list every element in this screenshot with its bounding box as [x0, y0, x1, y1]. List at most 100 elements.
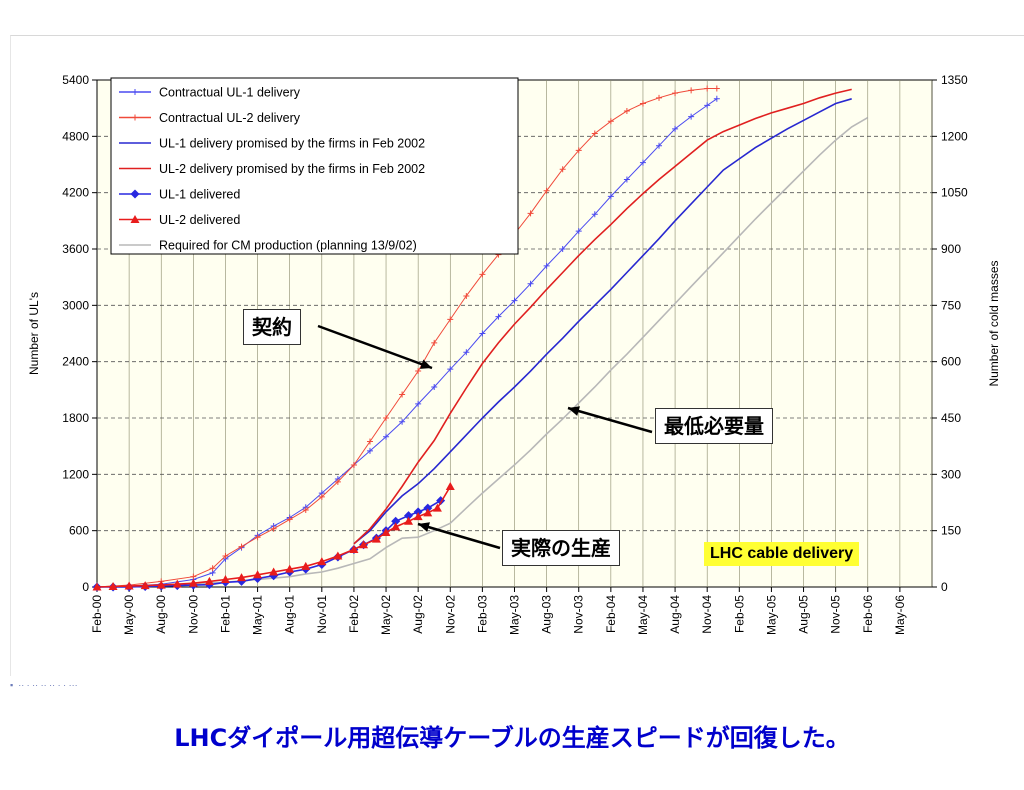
- data-point-ul-2-delivered: [371, 534, 381, 543]
- data-point-contractual-ul-2-delivery: [447, 316, 454, 323]
- data-point-contractual-ul-1-delivery: [527, 280, 534, 287]
- data-point-ul-2-delivered: [381, 528, 391, 537]
- data-point-contractual-ul-2-delivery: [688, 87, 695, 94]
- y2-tick-label: 150: [941, 524, 961, 538]
- data-point-contractual-ul-1-delivery: [623, 176, 630, 183]
- x-tick-label: Feb-00: [90, 595, 104, 633]
- data-point-contractual-ul-2-delivery: [479, 271, 486, 278]
- actual-production-callout: 実際の生産: [502, 530, 620, 566]
- data-point-contractual-ul-2-delivery: [672, 90, 679, 97]
- data-point-ul-2-delivered: [423, 508, 433, 517]
- data-point-contractual-ul-2-delivery: [415, 368, 422, 375]
- y-tick-label: 4800: [62, 129, 89, 143]
- data-point-contractual-ul-2-delivery: [575, 147, 582, 154]
- y-tick-label: 1200: [62, 467, 89, 481]
- x-tick-label: Nov-05: [829, 595, 843, 634]
- lhc-cable-badge: LHC cable delivery: [704, 542, 860, 566]
- data-point-contractual-ul-2-delivery: [543, 187, 550, 194]
- contract-arrow: [317, 324, 433, 370]
- data-point-ul-2-delivered: [404, 516, 414, 525]
- data-point-contractual-ul-1-delivery: [495, 313, 502, 320]
- data-point-ul-2-delivered: [359, 540, 369, 549]
- y2-tick-label: 450: [941, 411, 961, 425]
- y2-tick-label: 1050: [941, 186, 968, 200]
- x-tick-label: May-01: [251, 595, 265, 635]
- x-tick-label: May-03: [508, 595, 522, 635]
- series-line-required-for-cm-production-planning-13-9-02: [96, 116, 869, 588]
- x-tick-label: Nov-02: [443, 595, 457, 634]
- y2-tick-label: 1350: [941, 73, 968, 87]
- x-tick-label: Aug-02: [411, 595, 425, 634]
- data-point-contractual-ul-1-delivery: [713, 95, 720, 102]
- y-tick-label: 3600: [62, 242, 89, 256]
- y2-tick-label: 600: [941, 355, 961, 369]
- data-point-contractual-ul-2-delivery: [366, 438, 373, 445]
- data-point-contractual-ul-2-delivery: [431, 339, 438, 346]
- x-tick-label: May-00: [122, 595, 136, 635]
- data-point-ul-2-delivered: [108, 582, 118, 591]
- data-point-ul-2-delivered: [333, 551, 343, 560]
- x-tick-label: Aug-05: [797, 595, 811, 634]
- x-tick-label: Aug-00: [154, 595, 168, 634]
- data-point-ul-1-delivered: [413, 507, 423, 517]
- legend-label: UL-1 delivery promised by the firms in F…: [159, 137, 425, 151]
- data-point-ul-2-delivered: [269, 567, 279, 576]
- data-point-contractual-ul-2-delivery: [209, 565, 216, 572]
- data-point-contractual-ul-2-delivery: [350, 461, 357, 468]
- chart: 0 600 1200 1800 2400 3000 3600 4200 4800 5400 0 150…: [27, 73, 1001, 635]
- data-point-contractual-ul-1-delivery: [543, 262, 550, 269]
- data-point-contractual-ul-2-delivery: [286, 516, 293, 523]
- data-point-ul-2-delivered: [172, 579, 182, 588]
- x-tick-label: May-06: [893, 595, 907, 635]
- series-line-ul-2-delivery-promised-by-the-firms-in-feb-2002: [353, 88, 852, 545]
- data-point-contractual-ul-2-delivery: [559, 166, 566, 173]
- x-tick-label: Feb-03: [475, 595, 489, 633]
- data-point-ul-2-delivered: [432, 503, 442, 512]
- x-tick-label: Feb-06: [861, 595, 875, 633]
- y-axis-label: Number of UL's: [27, 292, 41, 375]
- x-tick-label: Nov-00: [186, 595, 200, 634]
- y2-axis-label: Number of cold masses: [987, 260, 1001, 386]
- data-point-contractual-ul-2-delivery: [334, 478, 341, 485]
- data-point-ul-2-delivered: [188, 578, 198, 587]
- data-point-ul-2-delivered: [156, 580, 166, 589]
- data-point-contractual-ul-1-delivery: [704, 102, 711, 109]
- data-point-contractual-ul-2-delivery: [238, 543, 245, 550]
- data-point-ul-2-delivered: [285, 564, 295, 573]
- slide-caption: LHCダイポール用超伝導ケーブルの生産スピードが回復した。: [174, 724, 850, 752]
- data-point-contractual-ul-1-delivery: [447, 366, 454, 373]
- data-point-contractual-ul-2-delivery: [656, 94, 663, 101]
- data-point-contractual-ul-1-delivery: [366, 447, 373, 454]
- data-point-contractual-ul-2-delivery: [704, 85, 711, 92]
- y-tick-label: 2400: [62, 355, 89, 369]
- legend-label: Contractual UL-1 delivery: [159, 86, 301, 100]
- data-point-contractual-ul-1-delivery: [607, 193, 614, 200]
- data-point-contractual-ul-2-delivery: [270, 525, 277, 532]
- y-tick-label: 5400: [62, 73, 89, 87]
- data-point-contractual-ul-1-delivery: [575, 228, 582, 235]
- min-requirement-arrow-head: [568, 406, 580, 416]
- x-tick-label: Feb-05: [732, 595, 746, 633]
- y2-tick-label: 750: [941, 298, 961, 312]
- data-point-contractual-ul-2-delivery: [639, 100, 646, 107]
- data-point-contractual-ul-2-delivery: [713, 85, 720, 92]
- legend-box: [110, 77, 519, 255]
- data-point-ul-2-delivered: [140, 581, 150, 590]
- data-point-contractual-ul-1-delivery: [415, 400, 422, 407]
- legend-label: UL-2 delivered: [159, 213, 240, 227]
- data-point-contractual-ul-1-delivery: [383, 433, 390, 440]
- x-tick-label: Aug-04: [668, 595, 682, 634]
- x-tick-label: Feb-04: [604, 595, 618, 633]
- x-tick-label: May-05: [764, 595, 778, 635]
- y-tick-label: 4200: [62, 186, 89, 200]
- x-tick-label: May-04: [636, 595, 650, 635]
- data-point-contractual-ul-2-delivery: [318, 493, 325, 500]
- data-point-ul-1-delivered: [423, 503, 433, 513]
- data-point-contractual-ul-1-delivery: [431, 384, 438, 391]
- x-tick-label: Nov-01: [315, 595, 329, 634]
- data-point-ul-2-delivered: [391, 522, 401, 531]
- x-tick-label: Aug-01: [283, 595, 297, 634]
- data-point-ul-2-delivered: [204, 576, 214, 585]
- data-point-ul-1-delivered: [391, 516, 401, 526]
- actual-production-arrow-head: [418, 522, 430, 532]
